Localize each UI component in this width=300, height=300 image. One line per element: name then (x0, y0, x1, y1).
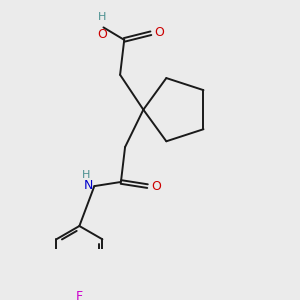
Text: F: F (76, 290, 83, 300)
Text: H: H (98, 12, 106, 22)
Text: O: O (154, 26, 164, 39)
Text: N: N (83, 179, 93, 192)
Text: H: H (82, 170, 90, 180)
Text: O: O (151, 180, 161, 193)
Text: O: O (97, 28, 107, 41)
